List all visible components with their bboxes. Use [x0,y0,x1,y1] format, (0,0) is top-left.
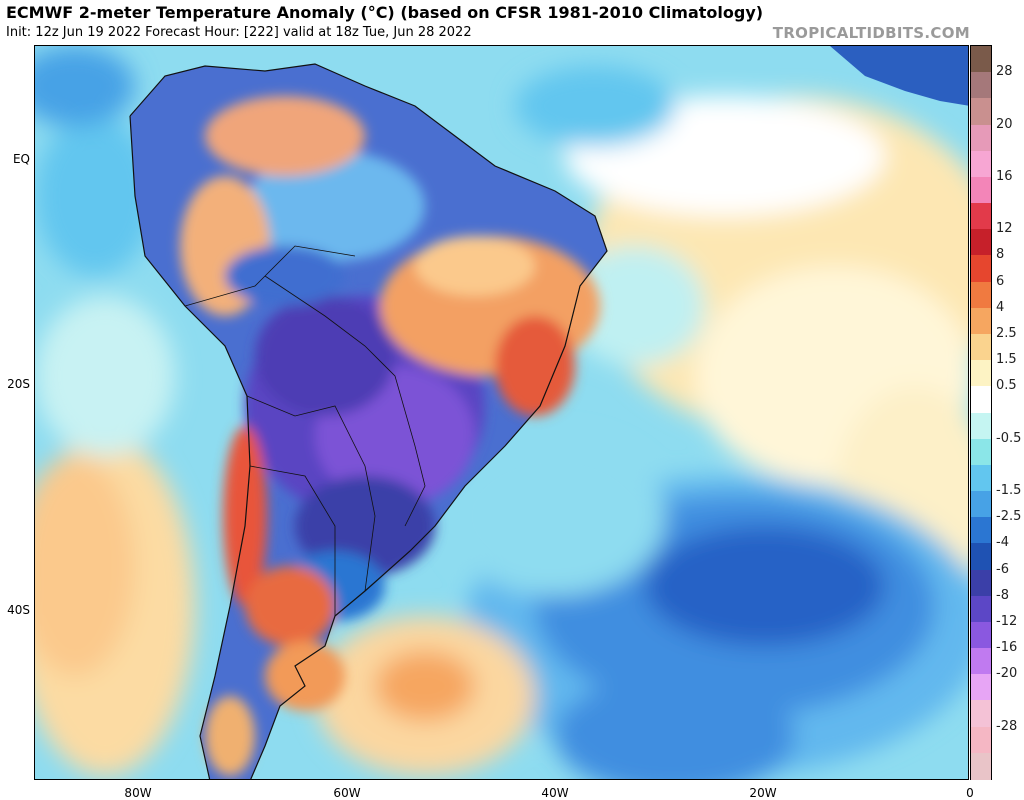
colorbar-cell [971,255,991,283]
lon-label-20w: 20W [749,786,777,800]
colorbar-cell [971,176,991,204]
colorbar-cell [971,569,991,597]
colorbar-cell [971,543,991,571]
colorbar-label: -6 [996,561,1009,577]
lat-label-20s: 20S [7,377,30,391]
lat-label-eq: EQ [12,152,30,166]
colorbar-label: 12 [996,221,1013,237]
colorbar [970,45,992,780]
colorbar-cell [971,491,991,518]
colorbar-cell [971,726,991,754]
lat-label-40s: 40S [7,603,30,617]
colorbar-cell [971,229,991,257]
colorbar-label: 1.5 [996,352,1017,368]
colorbar-cell [971,517,991,544]
colorbar-label: 2.5 [996,325,1017,341]
colorbar-cell [971,412,991,440]
colorbar-cell [971,124,991,152]
coastline [129,63,608,779]
colorbar-label: 20 [996,116,1013,132]
colorbar-label: -0.5 [996,430,1022,446]
colorbar-cell [971,307,991,335]
ocean-anomalies [35,46,968,779]
colorbar-cell [971,46,991,73]
colorbar-cell [971,203,991,230]
colorbar-cell [971,360,991,387]
colorbar-cell [971,72,991,99]
colorbar-label: 4 [996,299,1005,315]
colorbar-cell [971,386,991,414]
colorbar-label: 0.5 [996,378,1017,394]
colorbar-cell [971,438,991,466]
lon-label-80w: 80W [124,786,152,800]
map-subtitle: Init: 12z Jun 19 2022 Forecast Hour: [22… [6,25,472,40]
colorbar-cell [971,648,991,675]
page-title: ECMWF 2-meter Temperature Anomaly (°C) (… [6,3,764,22]
colorbar-cell [971,621,991,649]
colorbar-label: -8 [996,587,1009,603]
lon-label-0: 0 [966,786,974,800]
colorbar-cell [971,700,991,728]
colorbar-cell [971,595,991,623]
watermark: TROPICALTIDBITS.COM [772,24,970,42]
colorbar-cell [971,464,991,492]
colorbar-cell [971,98,991,126]
country-borders [184,245,426,616]
lon-label-60w: 60W [333,786,361,800]
colorbar-label: -20 [996,666,1018,682]
colorbar-label: 6 [996,273,1005,289]
colorbar-label: 28 [996,64,1013,80]
colorbar-label: -1.5 [996,483,1022,499]
colorbar-label: -2.5 [996,509,1022,525]
colorbar-label: -12 [996,613,1018,629]
colorbar-cell [971,752,991,780]
colorbar-cell [971,333,991,361]
colorbar-label: -28 [996,718,1018,734]
colorbar-label: -16 [996,640,1018,656]
anomaly-map [34,45,969,780]
colorbar-label: 8 [996,247,1005,263]
colorbar-label: -4 [996,535,1009,551]
lon-label-40w: 40W [541,786,569,800]
colorbar-label: 16 [996,168,1013,184]
africa-land [830,46,968,106]
map-canvas [35,46,968,779]
colorbar-cell [971,674,991,702]
colorbar-cell [971,281,991,309]
land-anomalies [180,96,600,776]
colorbar-cell [971,150,991,178]
